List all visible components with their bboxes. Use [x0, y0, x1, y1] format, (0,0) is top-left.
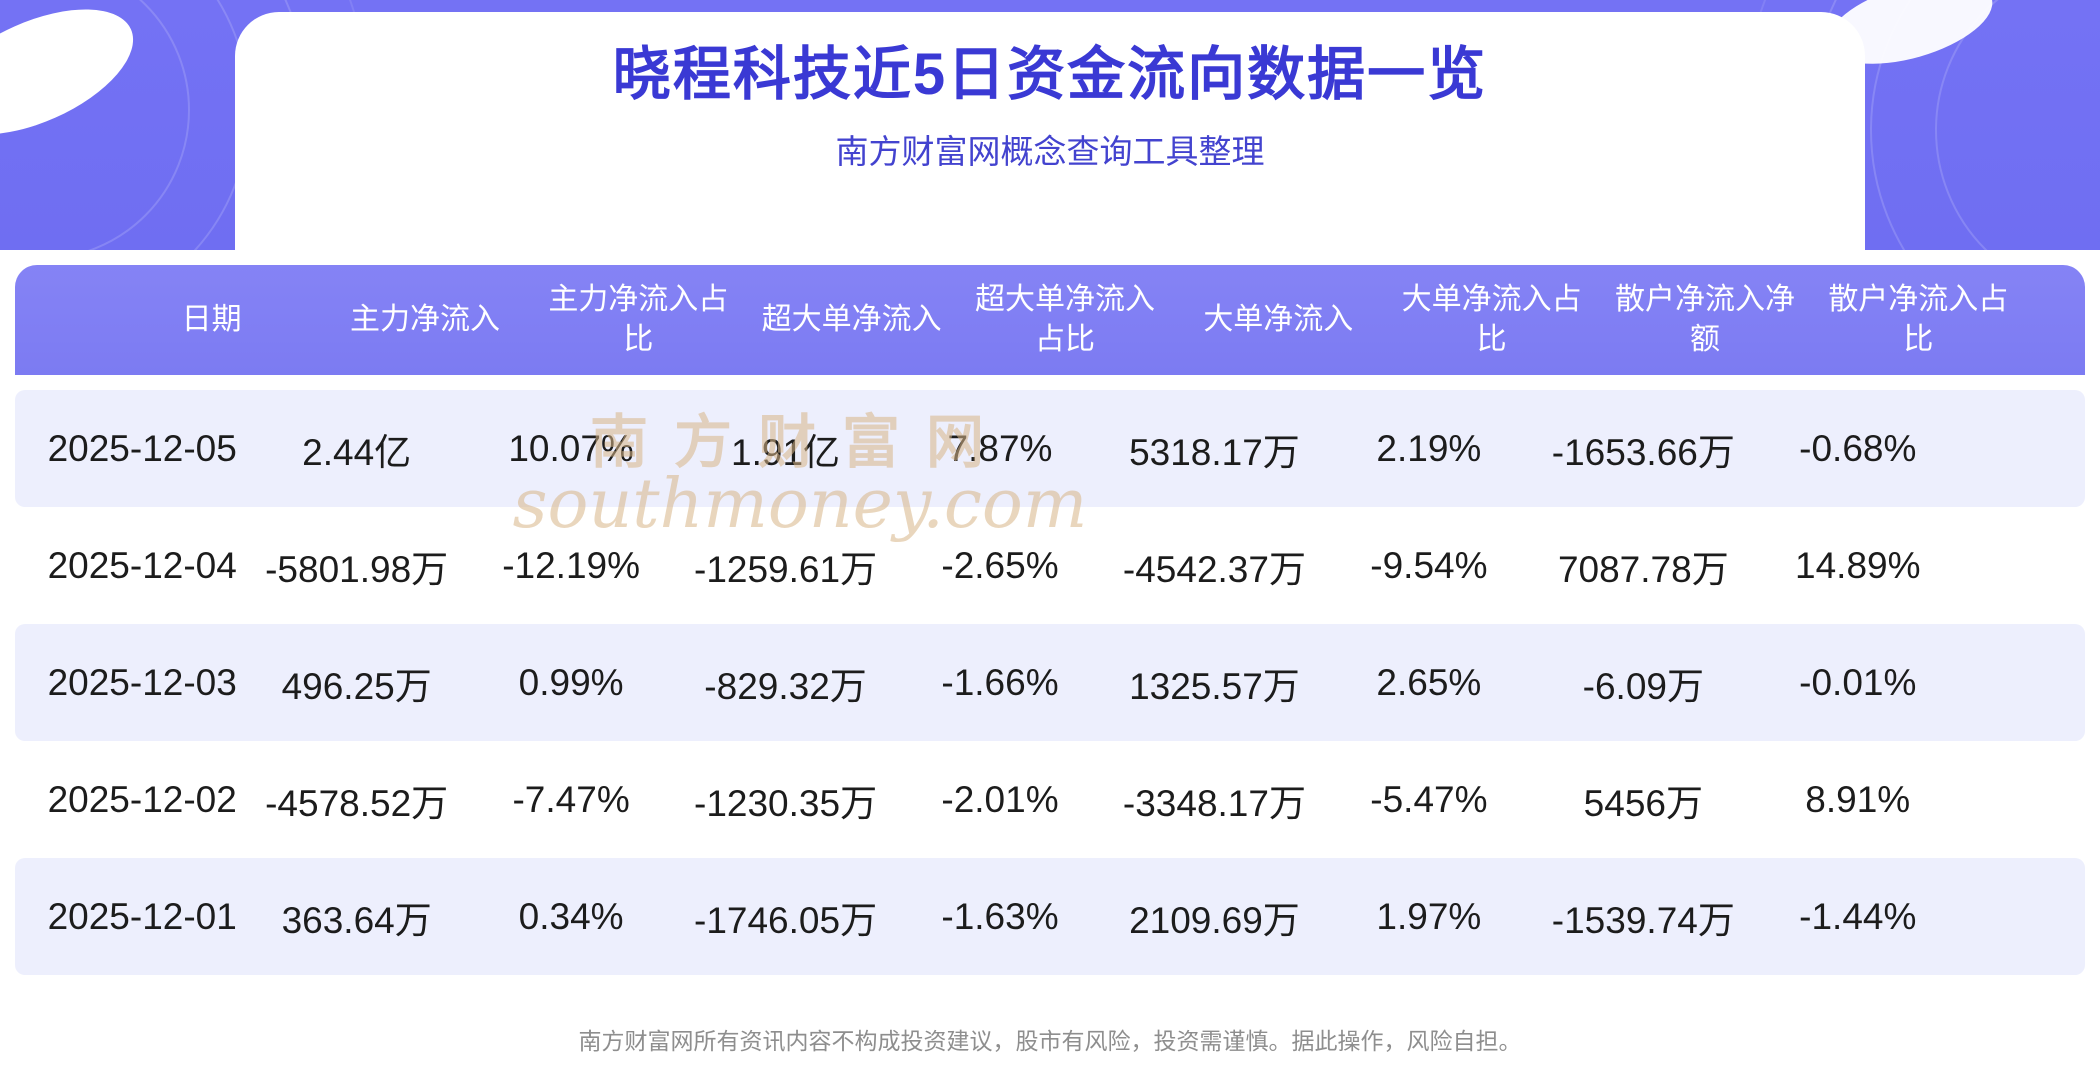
table-cell: -2.01% [941, 778, 1059, 820]
column-header-5: 大单净流入 [1203, 302, 1354, 336]
table-cell: 2.44亿 [302, 431, 412, 473]
table-cell: -1230.35万 [694, 782, 878, 824]
table-cell: -829.32万 [704, 665, 867, 707]
fund-flow-table: 日期 主力净流入 主力净流入占比 超大单净流入 超大单净流入占比 大单净流入 大单净流入占比… [15, 265, 2085, 975]
table-cell: -4542.37万 [1122, 548, 1306, 590]
column-header-7: 散户净流入净额 [1614, 282, 1795, 357]
table-cell: 14.89% [1795, 544, 1921, 586]
page-title: 晓程科技近5日资金流向数据一览 [612, 42, 1488, 107]
table-cell: 8.91% [1805, 778, 1911, 820]
table-body: 2025-12-05 2.44亿 10.07% 1.91亿 7.87% 5318.17万 2… [15, 390, 2085, 975]
column-header-0: 日期 [181, 302, 242, 336]
table-cell: -9.54% [1370, 544, 1488, 586]
table-header-row: 日期 主力净流入 主力净流入占比 超大单净流入 超大单净流入占比 大单净流入 大单净流入占比… [15, 265, 2085, 375]
table-cell: -7.47% [512, 778, 630, 820]
table-cell: 5318.17万 [1129, 431, 1300, 473]
table-cell: 0.99% [518, 661, 624, 703]
table-cell: 2025-12-05 [47, 427, 237, 469]
table-cell: -3348.17万 [1122, 782, 1306, 824]
column-header-8: 散户净流入占比 [1828, 282, 2009, 357]
page-subtitle: 南方财富网概念查询工具整理 [835, 133, 1265, 170]
table-row: 2025-12-02 -4578.52万 -7.47% -1230.35万 -2.01%… [15, 741, 2085, 858]
table-cell: -1259.61万 [694, 548, 878, 590]
table-cell: -2.65% [941, 544, 1059, 586]
table-cell: 7.87% [947, 427, 1053, 469]
table-cell: 5456万 [1583, 782, 1703, 824]
table-row: 2025-12-04 -5801.98万 -12.19% -1259.61万 -2.65… [15, 507, 2085, 624]
table-cell: 2.19% [1376, 427, 1482, 469]
title-panel: 晓程科技近5日资金流向数据一览 南方财富网概念查询工具整理 [235, 12, 1865, 250]
table-cell: 10.07% [508, 427, 634, 469]
table-cell: -5.47% [1370, 778, 1488, 820]
table-cell: 2025-12-02 [47, 778, 237, 820]
table-cell: 2.65% [1376, 661, 1482, 703]
table-cell: -1539.74万 [1551, 899, 1735, 941]
table-cell: 7087.78万 [1557, 548, 1729, 590]
column-header-1: 主力净流入 [349, 302, 500, 336]
table-row: 2025-12-03 496.25万 0.99% -829.32万 -1.66% 1325… [15, 624, 2085, 741]
column-header-2: 主力净流入占比 [548, 282, 729, 357]
table-cell: -1.63% [941, 895, 1059, 937]
table-cell: 1325.57万 [1129, 665, 1300, 707]
table-cell: -4578.52万 [265, 782, 449, 824]
table-row: 2025-12-01 363.64万 0.34% -1746.05万 -1.63% 210… [15, 858, 2085, 975]
table-cell: 2025-12-03 [47, 661, 237, 703]
table-row: 2025-12-05 2.44亿 10.07% 1.91亿 7.87% 5318.17万 2… [15, 390, 2085, 507]
table-cell: -0.68% [1799, 427, 1917, 469]
table-cell: 2025-12-04 [47, 544, 237, 586]
table-cell: -0.01% [1799, 661, 1917, 703]
table-cell: -1.66% [941, 661, 1059, 703]
table-cell: -5801.98万 [265, 548, 449, 590]
table-cell: 2025-12-01 [47, 895, 237, 937]
table-cell: -1.44% [1799, 895, 1917, 937]
column-header-6: 大单净流入占比 [1401, 282, 1582, 357]
table-cell: -6.09万 [1582, 665, 1704, 707]
table-cell: 1.97% [1376, 895, 1482, 937]
table-cell: -1746.05万 [694, 899, 878, 941]
table-cell: 2109.69万 [1129, 899, 1300, 941]
table-cell: 0.34% [518, 895, 624, 937]
disclaimer-text: 南方财富网所有资讯内容不构成投资建议，股市有风险，投资需谨慎。据此操作，风险自担… [578, 1028, 1522, 1054]
header-banner: 晓程科技近5日资金流向数据一览 南方财富网概念查询工具整理 [0, 0, 2100, 250]
table-cell: 496.25万 [281, 665, 432, 707]
column-header-4: 超大单净流入占比 [974, 282, 1155, 357]
table-cell: -1653.66万 [1551, 431, 1735, 473]
table-cell: 363.64万 [281, 899, 432, 941]
column-header-3: 超大单净流入 [761, 302, 942, 336]
table-cell: 1.91亿 [731, 431, 841, 473]
table-cell: -12.19% [502, 544, 640, 586]
